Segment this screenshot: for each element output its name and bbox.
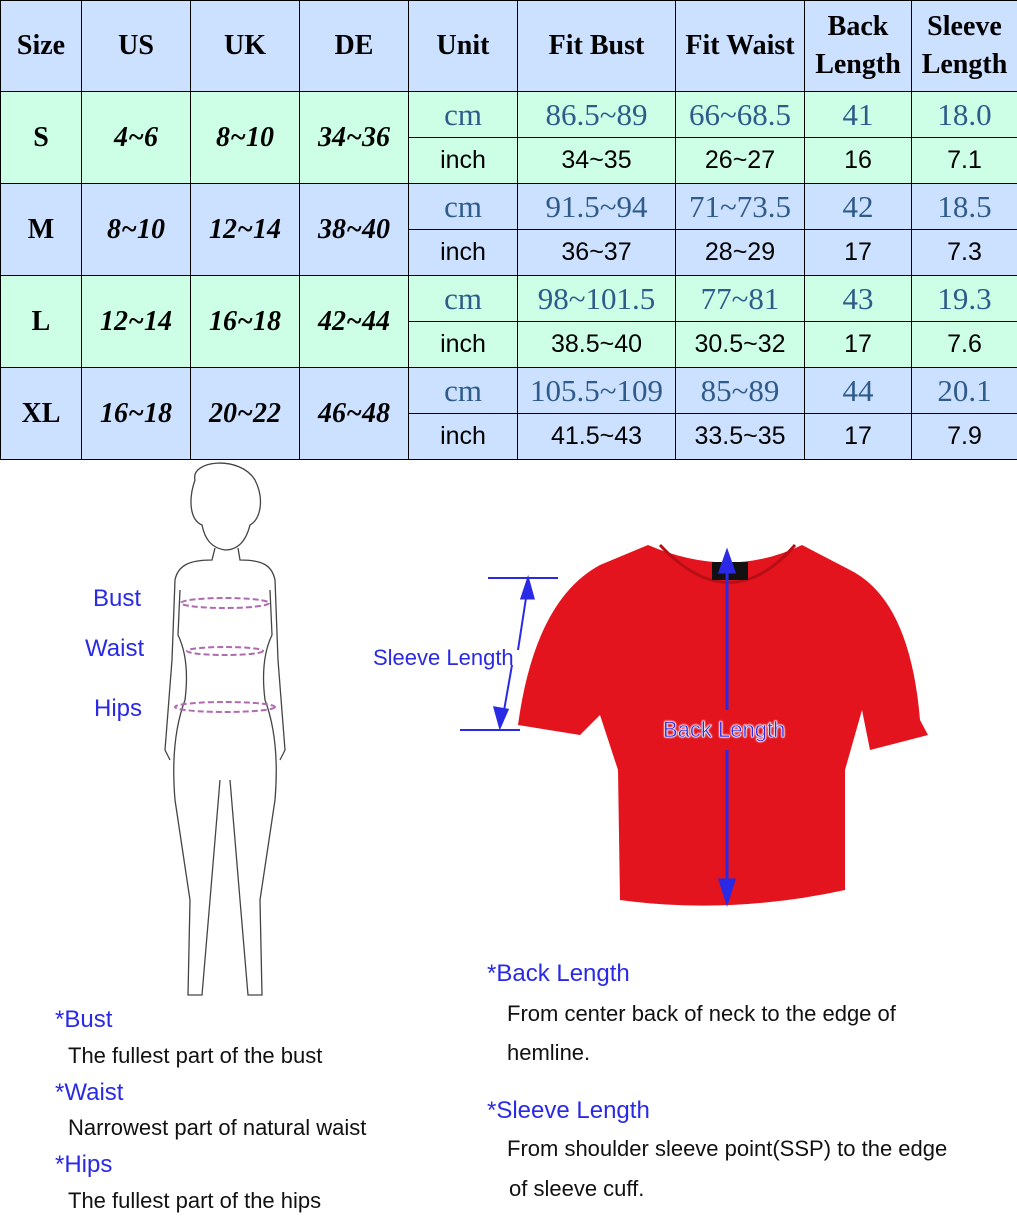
body-figure-illustration — [164, 462, 286, 996]
de-cell: 46~48 — [299, 367, 409, 460]
sleeve-cm-cell: 20.1 — [911, 367, 1017, 414]
unit-cm-cell: cm — [408, 183, 518, 230]
unit-inch-cell: inch — [408, 137, 518, 184]
sleeve-inch-cell: 7.9 — [911, 413, 1017, 460]
table-row-cm: L 12~14 16~18 42~44 cm 98~101.5 77~81 43 19.3 — [0, 275, 1017, 368]
back-inch-cell: 16 — [804, 137, 912, 184]
waist-def-text: Narrowest part of natural waist — [68, 1115, 367, 1140]
waist-inch-cell: 30.5~32 — [675, 321, 805, 368]
uk-cell: 16~18 — [190, 275, 300, 368]
us-cell: 8~10 — [81, 183, 191, 276]
size-cell: XL — [0, 367, 82, 460]
table-row-inch: inch 41.5~43 33.5~35 17 7.9 — [1, 413, 1017, 460]
size-cell: M — [0, 183, 82, 276]
sleeve-inch-cell: 7.6 — [911, 321, 1017, 368]
header-unit: Unit — [408, 0, 518, 92]
waist-cm-cell: 66~68.5 — [675, 91, 805, 138]
hips-def-title: *Hips — [55, 1151, 113, 1178]
table-row-cm: M 8~10 12~14 38~40 cm 91.5~94 71~73.5 42 18.5 — [0, 183, 1017, 276]
unit-inch-cell: inch — [408, 229, 518, 276]
table-row-inch: inch 36~37 28~29 17 7.3 — [1, 229, 1017, 276]
back-def-text-2: hemline. — [507, 1040, 591, 1065]
waist-label: Waist — [85, 635, 145, 662]
back-def-title: *Back Length — [487, 960, 630, 987]
header-fit-bust: Fit Bust — [517, 0, 676, 92]
bust-inch-cell: 38.5~40 — [517, 321, 676, 368]
uk-cell: 12~14 — [190, 183, 300, 276]
header-size: Size — [0, 0, 82, 92]
sleeve-def-title: *Sleeve Length — [487, 1097, 650, 1124]
header-us: US — [81, 0, 191, 92]
header-uk: UK — [190, 0, 300, 92]
back-length-label: Back Length — [663, 717, 786, 743]
back-inch-cell: 17 — [804, 413, 912, 460]
header-fit-waist: Fit Waist — [675, 0, 805, 92]
table-row-cm: XL 16~18 20~22 46~48 cm 105.5~109 85~89 44 20.1 — [0, 367, 1017, 460]
size-cell: S — [0, 91, 82, 184]
sleeve-inch-cell: 7.1 — [911, 137, 1017, 184]
waist-def-title: *Waist — [55, 1079, 124, 1106]
us-cell: 4~6 — [81, 91, 191, 184]
bust-cm-cell: 105.5~109 — [517, 367, 676, 414]
unit-cm-cell: cm — [408, 91, 518, 138]
size-cell: L — [0, 275, 82, 368]
waist-inch-cell: 28~29 — [675, 229, 805, 276]
hips-def-text: The fullest part of the hips — [68, 1188, 322, 1213]
sleeve-cm-cell: 19.3 — [911, 275, 1017, 322]
bust-inch-cell: 36~37 — [517, 229, 676, 276]
sleeve-cm-cell: 18.0 — [911, 91, 1017, 138]
back-cm-cell: 43 — [804, 275, 912, 322]
de-cell: 38~40 — [299, 183, 409, 276]
de-cell: 34~36 — [299, 91, 409, 184]
header-de: DE — [299, 0, 409, 92]
unit-cm-cell: cm — [408, 275, 518, 322]
bust-label: Bust — [93, 585, 142, 612]
hips-label: Hips — [94, 695, 143, 722]
table-header: Size US UK DE Unit Fit Bust Fit Waist Ba… — [0, 0, 1017, 92]
table-row-cm: S 4~6 8~10 34~36 cm 86.5~89 66~68.5 41 18.0 — [0, 91, 1017, 184]
size-chart-table: Size US UK DE Unit Fit Bust Fit Waist Ba… — [0, 0, 1017, 460]
us-cell: 16~18 — [81, 367, 191, 460]
back-cm-cell: 41 — [804, 91, 912, 138]
de-cell: 42~44 — [299, 275, 409, 368]
waist-cm-cell: 71~73.5 — [675, 183, 805, 230]
unit-inch-cell: inch — [408, 413, 518, 460]
sleeve-length-label: Sleeve Length — [373, 645, 514, 670]
back-cm-cell: 44 — [804, 367, 912, 414]
waist-cm-cell: 77~81 — [675, 275, 805, 322]
back-inch-cell: 17 — [804, 321, 912, 368]
bust-cm-cell: 91.5~94 — [517, 183, 676, 230]
waist-inch-cell: 33.5~35 — [675, 413, 805, 460]
bust-inch-cell: 41.5~43 — [517, 413, 676, 460]
unit-cm-cell: cm — [408, 367, 518, 414]
sleeve-cm-cell: 18.5 — [911, 183, 1017, 230]
header-back-length: Back Length — [804, 0, 912, 92]
unit-inch-cell: inch — [408, 321, 518, 368]
back-def-text-1: From center back of neck to the edge of — [507, 1001, 896, 1026]
table-row-inch: inch 34~35 26~27 16 7.1 — [1, 137, 1017, 184]
bust-cm-cell: 98~101.5 — [517, 275, 676, 322]
back-cm-cell: 42 — [804, 183, 912, 230]
bust-def-title: *Bust — [55, 1006, 113, 1033]
waist-inch-cell: 26~27 — [675, 137, 805, 184]
bust-cm-cell: 86.5~89 — [517, 91, 676, 138]
uk-cell: 8~10 — [190, 91, 300, 184]
waist-cm-cell: 85~89 — [675, 367, 805, 414]
cardigan-illustration — [460, 543, 928, 907]
sleeve-def-text-1: From shoulder sleeve point(SSP) to the e… — [507, 1136, 948, 1161]
sleeve-def-text-2: of sleeve cuff. — [509, 1176, 645, 1201]
uk-cell: 20~22 — [190, 367, 300, 460]
back-inch-cell: 17 — [804, 229, 912, 276]
sleeve-inch-cell: 7.3 — [911, 229, 1017, 276]
header-sleeve-length: Sleeve Length — [911, 0, 1017, 92]
bust-def-text: The fullest part of the bust — [68, 1043, 323, 1068]
us-cell: 12~14 — [81, 275, 191, 368]
bust-inch-cell: 34~35 — [517, 137, 676, 184]
